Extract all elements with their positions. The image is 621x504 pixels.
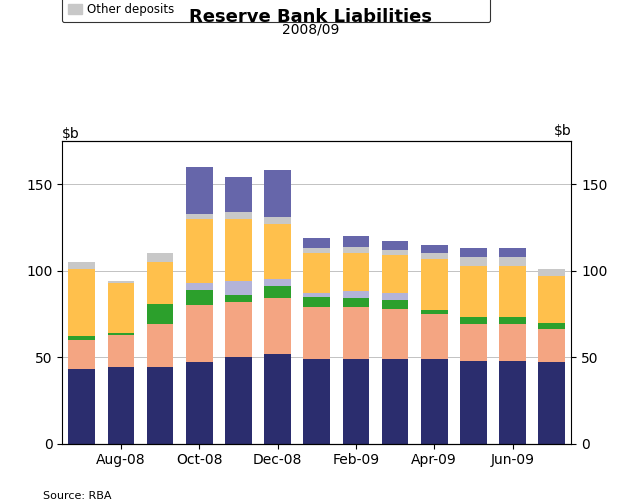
Bar	[538, 362, 565, 444]
Bar	[460, 266, 487, 318]
Bar	[499, 360, 526, 444]
Bar	[186, 167, 212, 214]
Bar	[304, 254, 330, 293]
Bar	[225, 212, 252, 219]
Bar	[264, 286, 291, 298]
Bar	[304, 248, 330, 254]
Bar	[460, 248, 487, 257]
Bar	[421, 314, 448, 359]
Bar	[382, 359, 409, 444]
Bar	[264, 224, 291, 279]
Bar	[147, 324, 173, 367]
Bar	[304, 293, 330, 297]
Text: Reserve Bank Liabilities: Reserve Bank Liabilities	[189, 8, 432, 26]
Bar	[382, 300, 409, 309]
Bar	[186, 214, 212, 219]
Bar	[107, 367, 134, 444]
Bar	[343, 246, 369, 254]
Bar	[225, 357, 252, 444]
Text: $b: $b	[62, 127, 80, 141]
Bar	[382, 255, 409, 293]
Bar	[107, 333, 134, 335]
Bar	[186, 362, 212, 444]
Bar	[225, 281, 252, 295]
Bar	[538, 276, 565, 323]
Bar	[538, 269, 565, 276]
Bar	[538, 330, 565, 362]
Legend: Currency, RBA term deposits, Other deposits, Other (incl. capital), Government d: Currency, RBA term deposits, Other depos…	[62, 0, 490, 22]
Bar	[460, 324, 487, 360]
Bar	[225, 302, 252, 357]
Bar	[382, 309, 409, 359]
Bar	[264, 217, 291, 224]
Bar	[304, 297, 330, 307]
Bar	[382, 293, 409, 300]
Bar	[68, 340, 95, 369]
Bar	[343, 298, 369, 307]
Bar	[107, 281, 134, 283]
Bar	[147, 254, 173, 262]
Bar	[460, 257, 487, 266]
Bar	[499, 248, 526, 257]
Bar	[225, 295, 252, 302]
Bar	[343, 236, 369, 246]
Bar	[460, 360, 487, 444]
Bar	[382, 250, 409, 255]
Bar	[460, 318, 487, 324]
Text: 2008/09: 2008/09	[282, 23, 339, 37]
Bar	[68, 369, 95, 444]
Bar	[186, 305, 212, 362]
Text: $b: $b	[553, 124, 571, 138]
Bar	[421, 259, 448, 310]
Bar	[264, 298, 291, 354]
Bar	[147, 367, 173, 444]
Bar	[147, 262, 173, 303]
Bar	[304, 307, 330, 359]
Bar	[264, 354, 291, 444]
Bar	[264, 170, 291, 217]
Bar	[186, 283, 212, 290]
Bar	[382, 241, 409, 250]
Bar	[68, 262, 95, 269]
Bar	[264, 279, 291, 286]
Bar	[147, 303, 173, 324]
Bar	[186, 219, 212, 283]
Bar	[343, 307, 369, 359]
Bar	[421, 359, 448, 444]
Bar	[499, 257, 526, 266]
Bar	[499, 266, 526, 318]
Bar	[107, 335, 134, 367]
Bar	[538, 323, 565, 330]
Bar	[343, 359, 369, 444]
Bar	[186, 290, 212, 305]
Bar	[68, 336, 95, 340]
Bar	[225, 219, 252, 281]
Bar	[107, 283, 134, 333]
Bar	[499, 324, 526, 360]
Bar	[343, 254, 369, 291]
Bar	[421, 310, 448, 314]
Bar	[225, 177, 252, 212]
Text: Source: RBA: Source: RBA	[43, 491, 112, 501]
Bar	[68, 269, 95, 336]
Bar	[304, 238, 330, 248]
Bar	[343, 291, 369, 298]
Bar	[421, 245, 448, 254]
Bar	[421, 254, 448, 259]
Bar	[304, 359, 330, 444]
Bar	[499, 318, 526, 324]
